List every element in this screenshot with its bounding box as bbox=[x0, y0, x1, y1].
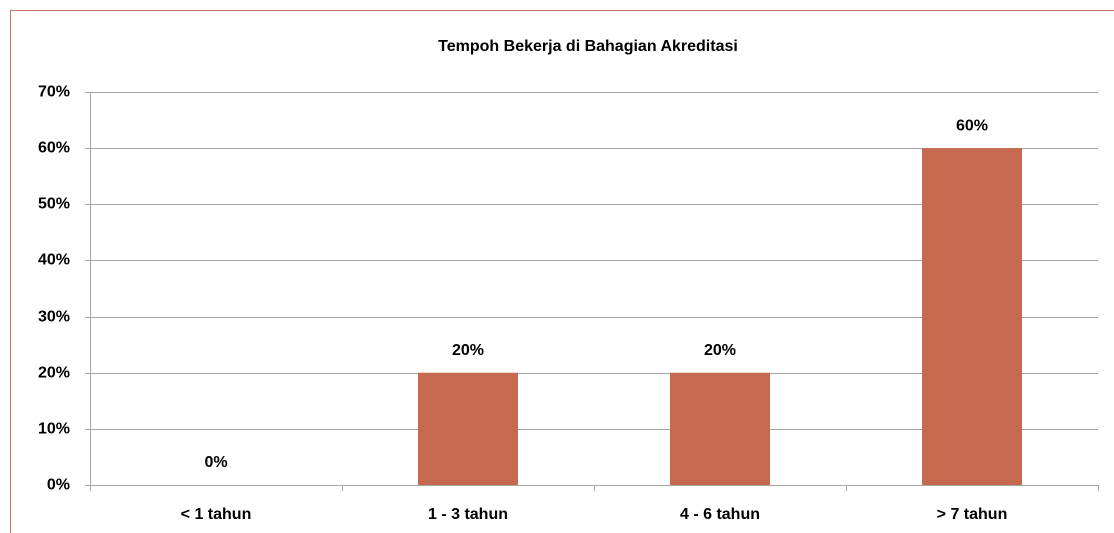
x-tick-label: < 1 tahun bbox=[181, 506, 252, 523]
value-label: 20% bbox=[704, 342, 736, 359]
y-tick-label: 20% bbox=[38, 365, 70, 382]
y-tick-label: 10% bbox=[38, 421, 70, 438]
chart-title: Tempoh Bekerja di Bahagian Akreditasi bbox=[438, 38, 738, 55]
x-tick-label: 4 - 6 tahun bbox=[680, 506, 760, 523]
x-tick-label: > 7 tahun bbox=[937, 506, 1008, 523]
x-tick-label: 1 - 3 tahun bbox=[428, 506, 508, 523]
y-tick-label: 30% bbox=[38, 309, 70, 326]
y-tick-label: 40% bbox=[38, 252, 70, 269]
value-label: 60% bbox=[956, 117, 988, 134]
bar bbox=[670, 372, 770, 485]
y-tick-label: 0% bbox=[47, 477, 70, 494]
value-label: 20% bbox=[452, 342, 484, 359]
y-tick-label: 70% bbox=[38, 84, 70, 101]
value-label: 0% bbox=[204, 454, 227, 471]
bar bbox=[418, 372, 518, 485]
bar bbox=[922, 148, 1022, 485]
y-tick-label: 60% bbox=[38, 140, 70, 157]
y-tick-label: 50% bbox=[38, 196, 70, 213]
